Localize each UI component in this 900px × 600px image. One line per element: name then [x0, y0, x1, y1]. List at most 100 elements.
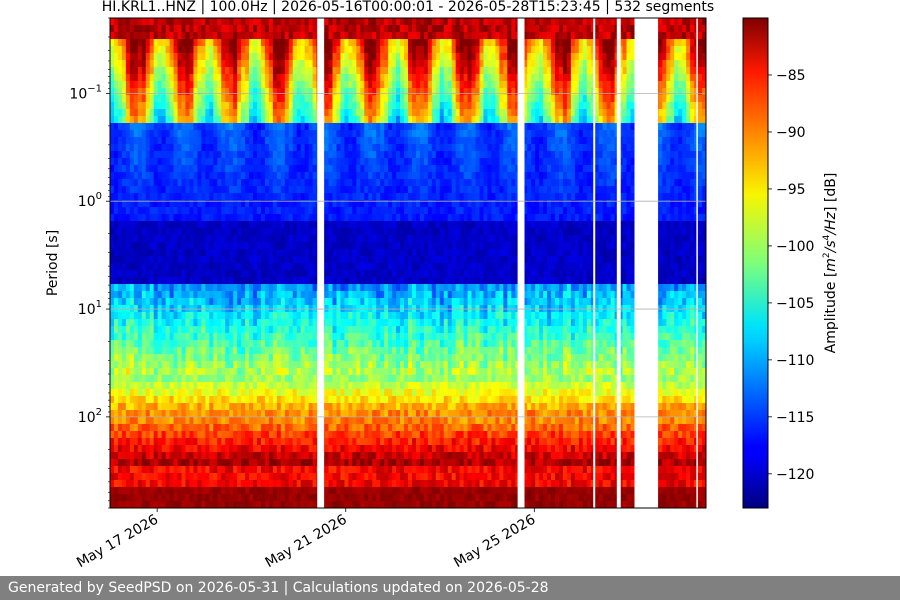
heatmap-cell — [221, 151, 226, 159]
heatmap-cell — [253, 382, 258, 390]
heatmap-cell — [205, 312, 210, 320]
heatmap-cell — [145, 32, 151, 40]
heatmap-cell — [356, 340, 361, 348]
heatmap-cell — [368, 186, 373, 194]
heatmap-cell — [141, 354, 147, 362]
heatmap-cell — [392, 137, 397, 145]
heatmap-cell — [312, 60, 318, 68]
heatmap-cell — [253, 438, 258, 446]
heatmap-cell — [177, 501, 183, 508]
heatmap-cell — [181, 438, 187, 446]
heatmap-cell — [169, 235, 175, 243]
heatmap-cell — [129, 487, 135, 495]
heatmap-cell — [268, 221, 274, 229]
heatmap-cell — [237, 452, 242, 460]
heatmap-cell — [280, 39, 286, 47]
heatmap-cell — [113, 347, 119, 355]
heatmap-cell — [328, 333, 334, 341]
heatmap-cell — [201, 263, 206, 271]
heatmap-cell — [292, 396, 298, 404]
heatmap-cell — [312, 46, 318, 54]
heatmap-cell — [129, 25, 135, 33]
heatmap-cell — [245, 452, 250, 460]
heatmap-cell — [364, 396, 369, 404]
heatmap-cell — [280, 88, 286, 96]
heatmap-cell — [145, 438, 151, 446]
heatmap-cell — [217, 74, 222, 82]
heatmap-cell — [133, 221, 139, 229]
heatmap-cell — [292, 207, 298, 215]
heatmap-cell — [189, 46, 195, 54]
heatmap-cell — [201, 466, 206, 474]
heatmap-cell — [364, 382, 369, 390]
heatmap-cell — [153, 256, 159, 264]
heatmap-cell — [288, 81, 294, 89]
heatmap-cell — [201, 487, 206, 495]
heatmap-cell — [324, 144, 330, 152]
heatmap-cell — [117, 263, 123, 271]
heatmap-cell — [201, 172, 206, 180]
heatmap-cell — [348, 214, 353, 222]
heatmap-cell — [304, 18, 310, 26]
heatmap-cell — [249, 333, 254, 341]
heatmap-cell — [308, 270, 314, 278]
heatmap-cell — [169, 53, 175, 61]
heatmap-cell — [264, 368, 270, 376]
heatmap-cell — [137, 480, 143, 488]
heatmap-cell — [257, 165, 262, 173]
heatmap-cell — [356, 487, 361, 495]
heatmap-cell — [129, 438, 135, 446]
heatmap-cell — [121, 249, 127, 257]
heatmap-cell — [221, 18, 226, 26]
heatmap-cell — [209, 158, 214, 166]
heatmap-cell — [292, 144, 298, 152]
heatmap-cell — [141, 249, 147, 257]
heatmap-cell — [165, 32, 171, 40]
heatmap-cell — [328, 319, 334, 327]
heatmap-cell — [268, 214, 274, 222]
heatmap-cell — [336, 333, 342, 341]
heatmap-cell — [217, 53, 222, 61]
heatmap-cell — [288, 340, 294, 348]
heatmap-cell — [380, 291, 385, 299]
heatmap-cell — [213, 417, 218, 425]
heatmap-cell — [110, 60, 115, 68]
heatmap-cell — [268, 242, 274, 250]
heatmap-cell — [388, 417, 393, 425]
heatmap-cell — [376, 123, 381, 131]
heatmap-cell — [133, 424, 139, 432]
heatmap-cell — [384, 186, 389, 194]
heatmap-cell — [117, 368, 123, 376]
heatmap-cell — [360, 291, 365, 299]
heatmap-cell — [125, 319, 131, 327]
heatmap-cell — [360, 389, 365, 397]
heatmap-cell — [149, 158, 155, 166]
heatmap-cell — [133, 473, 139, 481]
heatmap-cell — [284, 137, 290, 145]
heatmap-cell — [332, 270, 338, 278]
heatmap-cell — [276, 452, 282, 460]
heatmap-cell — [141, 375, 147, 383]
heatmap-cell — [388, 102, 393, 110]
heatmap-cell — [253, 312, 258, 320]
heatmap-cell — [169, 60, 175, 68]
heatmap-cell — [372, 361, 377, 369]
heatmap-cell — [233, 340, 238, 348]
heatmap-cell — [173, 53, 179, 61]
heatmap-cell — [193, 18, 199, 26]
heatmap-cell — [348, 403, 353, 411]
heatmap-cell — [177, 326, 183, 334]
heatmap-cell — [121, 270, 127, 278]
heatmap-cell — [233, 123, 238, 131]
heatmap-cell — [296, 179, 302, 187]
heatmap-cell — [300, 431, 306, 439]
heatmap-cell — [368, 396, 373, 404]
heatmap-cell — [280, 193, 286, 201]
heatmap-cell — [384, 81, 389, 89]
heatmap-cell — [193, 207, 199, 215]
heatmap-cell — [312, 473, 318, 481]
heatmap-cell — [292, 137, 298, 145]
heatmap-cell — [288, 186, 294, 194]
heatmap-cell — [312, 39, 318, 47]
heatmap-cell — [304, 424, 310, 432]
